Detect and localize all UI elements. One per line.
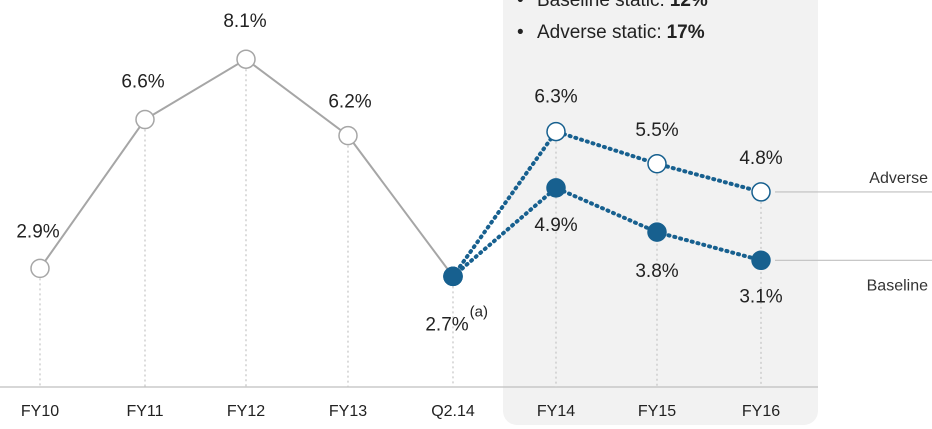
x-tick-label: FY13 [329,403,367,420]
x-tick-label: FY10 [21,403,59,420]
series-line [451,129,763,279]
x-tick-label: FY12 [227,403,265,420]
data-label: 8.1% [223,11,266,32]
annotation-label: Adverse static: [537,22,662,43]
point-marker [647,222,667,242]
point-marker [236,49,256,69]
data-label: 4.9% [534,215,577,236]
data-label: 3.8% [635,261,678,282]
annotation-label: Baseline static: [537,0,665,11]
legend-label: Adverse [869,170,928,187]
annotation-bullet: • [517,0,524,11]
data-label: 2.9% [16,221,59,242]
data-label: 3.1% [739,286,782,307]
annotation-value: 17% [667,22,705,43]
x-tick-label: Q2.14 [431,403,475,420]
point-marker [751,182,771,202]
point-marker [751,250,771,271]
point-marker [135,109,155,130]
annotation-value: 12% [670,0,708,11]
point-marker [546,121,566,142]
x-tick-label: FY15 [638,403,676,420]
x-tick-label: FY11 [126,403,163,420]
forecast-panel [503,0,818,425]
x-tick-label: FY16 [742,403,780,420]
point-marker [30,258,50,279]
point-marker [647,154,667,174]
x-tick-label: FY14 [537,403,575,420]
data-label: 4.8% [739,148,782,169]
annotation-bullet: • [517,22,524,43]
point-marker [338,125,358,146]
data-label: 2.7% [425,314,468,335]
data-label: 6.2% [328,92,371,113]
data-label: 6.3% [534,87,577,108]
note-mark: (a) [470,303,488,320]
data-label: 5.5% [635,120,678,141]
data-label: 6.6% [121,72,164,93]
series-line [39,57,454,278]
point-marker [546,178,566,198]
legend-label: Baseline [867,278,928,295]
series-line [451,185,763,279]
point-marker [443,266,463,287]
